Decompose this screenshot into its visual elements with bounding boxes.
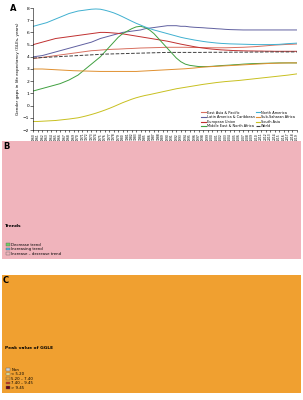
Y-axis label: Gender gaps in life expectancy (GLEs, years): Gender gaps in life expectancy (GLEs, ye…: [16, 23, 20, 115]
X-axis label: Year: Year: [161, 142, 170, 146]
Line: Latin America & Caribbean: Latin America & Caribbean: [33, 26, 297, 57]
North America: [94, 6, 98, 11]
North America: [121, 14, 125, 19]
Latin America & Caribbean: [165, 23, 169, 28]
World: [121, 51, 125, 56]
European Union: [201, 46, 205, 50]
Latin America & Caribbean: [116, 31, 120, 36]
Latin America & Caribbean: [108, 34, 111, 38]
North America: [201, 39, 205, 44]
European Union: [125, 32, 129, 37]
Sub-Saharan Africa: [103, 69, 107, 74]
World: [98, 52, 102, 57]
European Union: [121, 32, 125, 36]
East Asia & Pacific: [295, 42, 299, 46]
European Union: [273, 49, 276, 54]
Middle East & North Africa: [139, 24, 142, 29]
Text: Peak value of GGLE: Peak value of GGLE: [5, 346, 53, 350]
World: [108, 52, 111, 56]
Sub-Saharan Africa: [76, 68, 80, 73]
Sub-Saharan Africa: [121, 69, 125, 74]
Middle East & North Africa: [121, 31, 125, 36]
North America: [295, 41, 299, 46]
European Union: [295, 49, 299, 54]
Line: East Asia & Pacific: East Asia & Pacific: [33, 44, 297, 59]
East Asia & Pacific: [116, 47, 120, 52]
Line: South Asia: South Asia: [33, 74, 297, 122]
World: [295, 50, 299, 54]
European Union: [103, 30, 107, 35]
East Asia & Pacific: [32, 56, 35, 61]
World: [76, 53, 80, 58]
Middle East & North Africa: [116, 35, 120, 40]
Line: World: World: [33, 52, 297, 58]
Legend: Decrease trend, Increasing trend, Increase – decrease trend: Decrease trend, Increasing trend, Increa…: [5, 241, 63, 258]
Middle East & North Africa: [201, 64, 205, 69]
World: [116, 51, 120, 56]
Sub-Saharan Africa: [295, 60, 299, 65]
Sub-Saharan Africa: [201, 65, 205, 70]
World: [197, 50, 201, 55]
Sub-Saharan Africa: [286, 60, 290, 65]
European Union: [76, 33, 80, 38]
European Union: [32, 42, 35, 47]
Sub-Saharan Africa: [32, 66, 35, 71]
South Asia: [32, 119, 35, 124]
East Asia & Pacific: [108, 47, 111, 52]
North America: [76, 9, 80, 14]
East Asia & Pacific: [121, 46, 125, 51]
Middle East & North Africa: [295, 60, 299, 65]
Line: Middle East & North Africa: Middle East & North Africa: [33, 26, 297, 91]
World: [32, 56, 35, 60]
North America: [125, 16, 129, 21]
Sub-Saharan Africa: [112, 69, 115, 74]
East Asia & Pacific: [98, 48, 102, 52]
South Asia: [108, 106, 111, 111]
Line: North America: North America: [33, 9, 297, 45]
World: [264, 50, 268, 54]
Latin America & Caribbean: [98, 36, 102, 41]
Sub-Saharan Africa: [125, 69, 129, 74]
East Asia & Pacific: [197, 45, 201, 50]
South Asia: [116, 102, 120, 107]
Text: B: B: [3, 142, 9, 151]
Middle East & North Africa: [108, 45, 111, 50]
North America: [255, 42, 258, 47]
South Asia: [197, 83, 201, 88]
North America: [32, 24, 35, 29]
Middle East & North Africa: [98, 54, 102, 59]
Latin America & Caribbean: [121, 30, 125, 35]
Middle East & North Africa: [76, 73, 80, 78]
Middle East & North Africa: [32, 88, 35, 93]
East Asia & Pacific: [76, 50, 80, 55]
North America: [103, 8, 107, 12]
Line: Sub-Saharan Africa: Sub-Saharan Africa: [33, 63, 297, 72]
European Union: [98, 30, 102, 35]
Latin America & Caribbean: [32, 54, 35, 59]
Text: A: A: [10, 4, 16, 13]
Legend: East Asia & Pacific, Latin America & Caribbean, European Union, Middle East & No: East Asia & Pacific, Latin America & Car…: [200, 109, 297, 130]
European Union: [112, 31, 115, 36]
Latin America & Caribbean: [295, 28, 299, 32]
Sub-Saharan Africa: [98, 69, 102, 74]
South Asia: [295, 72, 299, 76]
South Asia: [76, 115, 80, 120]
South Asia: [121, 100, 125, 105]
Text: C: C: [3, 276, 9, 285]
Legend: Non, < 5.20, 5.20 – 7.40, 7.40 – 9.45, > 9.45: Non, < 5.20, 5.20 – 7.40, 7.40 – 9.45, >…: [5, 366, 35, 392]
Latin America & Caribbean: [76, 44, 80, 48]
Line: European Union: European Union: [33, 32, 297, 51]
North America: [112, 10, 115, 15]
Latin America & Caribbean: [201, 25, 205, 30]
South Asia: [98, 109, 102, 114]
Text: Trends: Trends: [5, 224, 21, 228]
